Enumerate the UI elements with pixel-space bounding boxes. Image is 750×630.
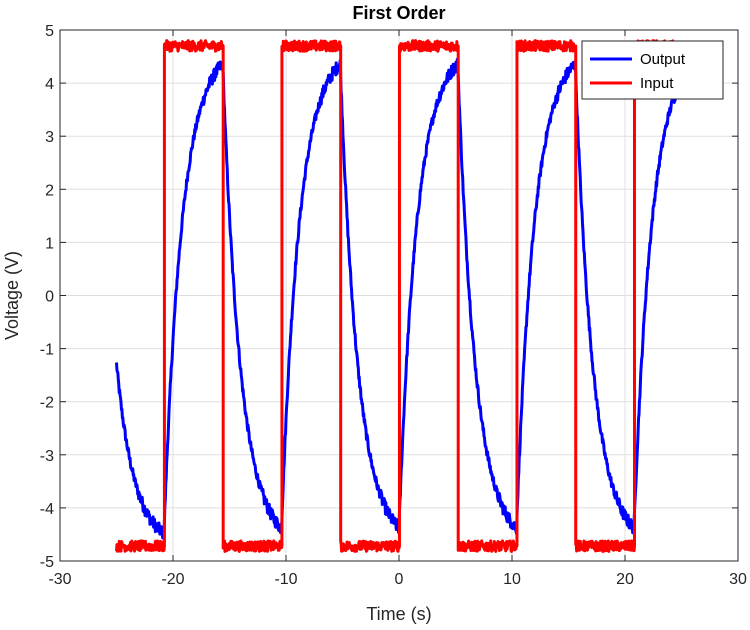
x-tick-label: -10 [274, 571, 297, 588]
y-tick-label: 1 [45, 235, 54, 252]
x-tick-label: 0 [395, 571, 404, 588]
y-tick-label: -1 [40, 342, 54, 359]
x-axis-label: Time (s) [366, 604, 431, 624]
legend-label-output: Output [640, 51, 686, 68]
y-tick-label: 0 [45, 289, 54, 306]
y-tick-label: -5 [40, 554, 54, 571]
x-tick-label: -30 [48, 571, 71, 588]
series-layer [115, 39, 683, 553]
legend-label-input: Input [640, 75, 674, 92]
y-tick-label: 2 [45, 182, 54, 199]
legend-box [581, 40, 724, 100]
legend: Output Input [581, 40, 724, 100]
y-tick-label: 4 [45, 76, 54, 93]
x-tick-label: 10 [503, 571, 521, 588]
y-tick-label: -2 [40, 395, 54, 412]
series-input-line [115, 39, 683, 553]
y-tick-label: 3 [45, 129, 54, 146]
y-tick-label: 5 [45, 23, 54, 40]
y-tick-label: -3 [40, 448, 54, 465]
x-tick-label: 30 [729, 571, 747, 588]
y-axis-label: Voltage (V) [2, 251, 22, 340]
x-tick-label: 20 [616, 571, 634, 588]
x-tick-label: -20 [161, 571, 184, 588]
y-tick-label: -4 [40, 501, 54, 518]
chart-title: First Order [352, 3, 445, 23]
